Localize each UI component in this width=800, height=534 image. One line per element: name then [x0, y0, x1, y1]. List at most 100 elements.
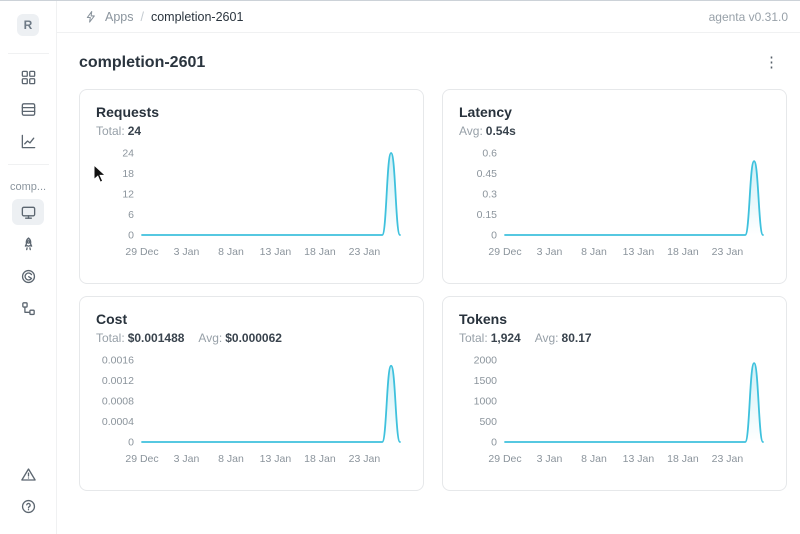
stat-value: 80.17 [561, 331, 592, 345]
sidebar-item-testsets[interactable] [12, 96, 44, 122]
card-title: Tokens [459, 311, 507, 327]
svg-text:23 Jan: 23 Jan [712, 246, 744, 258]
svg-text:6: 6 [128, 209, 134, 221]
metric-card-cost: Cost Total: $0.001488 Avg: $0.000062 0 0.00… [79, 296, 424, 491]
card-stats: Avg: 0.54s [459, 124, 770, 138]
svg-text:0.0004: 0.0004 [102, 416, 134, 428]
svg-text:1500: 1500 [474, 375, 498, 387]
stat: Avg: 80.17 [535, 331, 592, 345]
svg-text:0.45: 0.45 [477, 168, 498, 180]
sidebar-item-help[interactable] [12, 493, 44, 519]
svg-text:0.15: 0.15 [477, 209, 498, 221]
latency-chart: 0 0.15 0.3 0.45 0.6 29 Dec 3 Jan 8 Jan 13 Jan 18 … [459, 143, 770, 265]
svg-text:13 Jan: 13 Jan [260, 453, 292, 465]
svg-text:13 Jan: 13 Jan [623, 453, 655, 465]
stat-label: Total: [459, 331, 488, 345]
svg-text:3 Jan: 3 Jan [537, 453, 563, 465]
sidebar-divider [7, 53, 49, 54]
svg-text:13 Jan: 13 Jan [260, 246, 292, 258]
sidebar-item-observability[interactable] [12, 263, 44, 289]
svg-text:0: 0 [491, 230, 497, 242]
sidebar-app-label: comp... [10, 181, 47, 193]
svg-text:24: 24 [122, 148, 134, 160]
svg-text:8 Jan: 8 Jan [581, 453, 607, 465]
svg-text:0: 0 [128, 230, 134, 242]
tokens-chart: 0 500 1000 1500 2000 29 Dec 3 Jan 8 Jan 13 Jan 18… [459, 350, 770, 472]
svg-text:18: 18 [122, 168, 134, 180]
svg-text:500: 500 [479, 416, 497, 428]
svg-text:18 Jan: 18 Jan [667, 246, 699, 258]
stat: Avg: 0.54s [459, 124, 516, 138]
svg-text:3 Jan: 3 Jan [537, 246, 563, 258]
breadcrumb-apps-link[interactable]: Apps [105, 9, 134, 24]
svg-text:3 Jan: 3 Jan [174, 453, 200, 465]
breadcrumb-current: completion-2601 [150, 9, 244, 24]
requests-chart: 0 6 12 18 24 29 Dec 3 Jan 8 Jan 13 Jan 18 Jan 23 J… [96, 143, 407, 265]
svg-text:0: 0 [491, 437, 497, 449]
alert-triangle-icon [20, 467, 36, 481]
stat-label: Avg: [534, 331, 559, 345]
card-title: Latency [459, 104, 512, 120]
sidebar-item-apps[interactable] [12, 64, 44, 90]
rocket-icon [24, 236, 32, 250]
stat-label: Total: [96, 331, 125, 345]
card-title: Cost [96, 311, 128, 327]
stat-label: Total: [96, 124, 125, 138]
stat: Total: 24 [96, 124, 141, 138]
sidebar-item-playground[interactable] [12, 231, 44, 257]
svg-text:18 Jan: 18 Jan [667, 453, 699, 465]
stat [530, 124, 533, 138]
svg-text:8 Jan: 8 Jan [581, 246, 607, 258]
metric-card-requests: Requests Total: 24 0 6 12 18 24 29 Dec 3 Jan 8 J… [79, 89, 424, 284]
metric-card-tokens: Tokens Total: 1,924 Avg: 80.17 0 500 1000 150… [442, 296, 787, 491]
svg-text:29 Dec: 29 Dec [125, 453, 158, 465]
grid-icon [21, 70, 35, 84]
stat-value: 0.54s [485, 124, 516, 138]
card-title: Requests [96, 104, 160, 120]
metrics-grid: Requests Total: 24 0 6 12 18 24 29 Dec 3 Jan 8 J… [79, 89, 787, 491]
stat-value: $0.000062 [225, 331, 282, 345]
svg-text:8 Jan: 8 Jan [218, 246, 244, 258]
stat-value: 24 [127, 124, 142, 138]
svg-text:29 Dec: 29 Dec [488, 246, 521, 258]
sidebar-item-alerts[interactable] [12, 461, 44, 487]
sidebar-item-traces[interactable] [12, 295, 44, 321]
svg-text:0.0008: 0.0008 [102, 396, 134, 408]
card-stats: Total: 24 [96, 124, 407, 138]
help-circle-icon [21, 499, 35, 513]
cost-chart: 0 0.0004 0.0008 0.0012 0.0016 29 Dec 3 Jan 8 Ja… [96, 350, 407, 472]
svg-text:23 Jan: 23 Jan [349, 246, 381, 258]
stat-label: Avg: [198, 331, 223, 345]
sidebar-item-overview[interactable] [12, 199, 44, 225]
breadcrumb-separator: / [140, 9, 144, 24]
monitor-icon [21, 206, 35, 219]
sidebar-item-evaluations[interactable] [12, 128, 44, 154]
svg-text:13 Jan: 13 Jan [623, 246, 655, 258]
swirl-icon [21, 269, 35, 283]
svg-text:12: 12 [122, 189, 134, 201]
line-chart-icon [21, 134, 35, 148]
svg-text:18 Jan: 18 Jan [304, 453, 336, 465]
card-stats: Total: $0.001488 Avg: $0.000062 [96, 331, 407, 345]
stat-value: $0.001488 [127, 331, 185, 345]
metric-card-latency: Latency Avg: 0.54s 0 0.15 0.3 0.45 0.6 29 Dec 3… [442, 89, 787, 284]
svg-text:8 Jan: 8 Jan [218, 453, 244, 465]
sidebar-divider [7, 164, 49, 165]
svg-text:23 Jan: 23 Jan [349, 453, 381, 465]
kebab-menu-button[interactable]: ⋮ [764, 54, 779, 71]
page-title: completion-2601 [79, 54, 206, 71]
workspace-avatar[interactable]: R [17, 14, 39, 36]
breadcrumb: Apps / completion-2601 [84, 10, 243, 24]
stat: Total: $0.001488 [96, 331, 184, 345]
main-area: Apps / completion-2601 agenta v0.31.0 co… [57, 1, 800, 534]
svg-text:0: 0 [128, 437, 134, 449]
svg-text:0.0012: 0.0012 [102, 375, 134, 387]
tree-structure-icon [21, 301, 35, 315]
version-label: agenta v0.31.0 [708, 9, 788, 24]
page-header: completion-2601 ⋮ [79, 54, 787, 72]
sidebar: R comp... [0, 1, 57, 534]
svg-text:0.3: 0.3 [482, 189, 497, 201]
stat-label: Avg: [459, 124, 483, 138]
page-content: completion-2601 ⋮ Requests Total: 24 0 6 12… [57, 33, 800, 491]
stat-value: 1,924 [490, 331, 521, 345]
